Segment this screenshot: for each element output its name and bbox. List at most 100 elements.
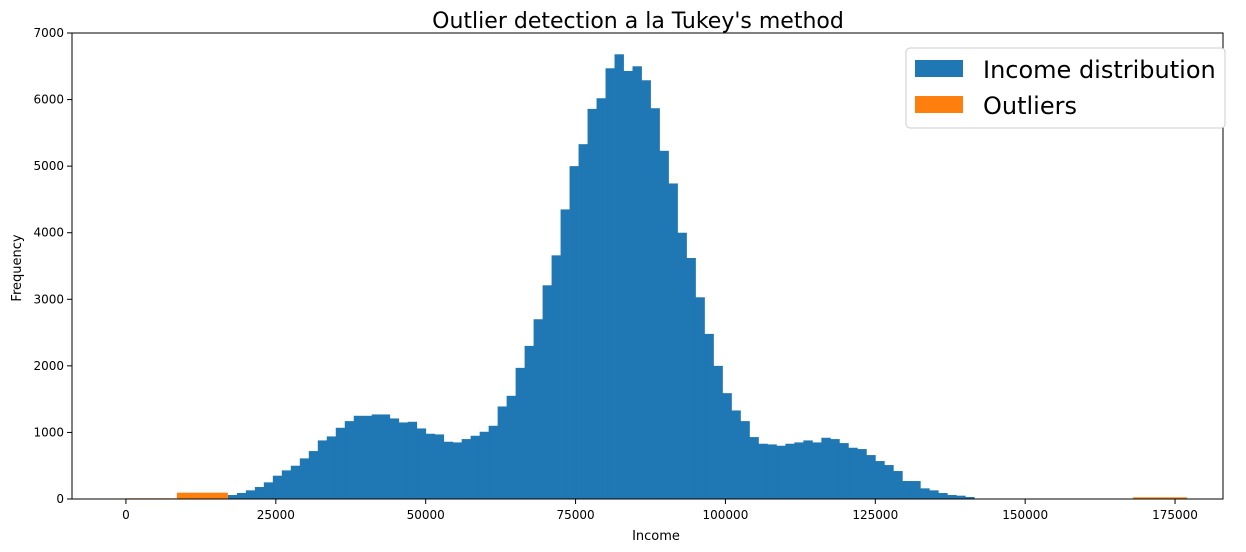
income-bar	[281, 470, 292, 499]
income-bar	[524, 345, 534, 499]
income-bar	[677, 232, 687, 499]
y-tick-label: 3000	[33, 292, 64, 306]
x-tick-label: 175000	[1152, 508, 1198, 522]
income-bar	[821, 437, 831, 499]
income-bar	[497, 406, 508, 499]
x-tick-label: 75000	[556, 508, 594, 522]
y-axis-ticks: 0 1000 2000 3000 4000 5000 6000 7000	[33, 26, 72, 506]
outlier-bar	[1133, 497, 1188, 499]
income-bar	[317, 440, 328, 499]
income-bar	[641, 80, 651, 499]
income-bar	[830, 439, 840, 499]
income-bar	[785, 443, 795, 499]
income-bar	[452, 442, 463, 499]
income-bar	[425, 433, 436, 499]
income-bar	[623, 70, 633, 500]
income-bar	[920, 488, 930, 499]
income-bar	[542, 285, 552, 499]
y-tick-label: 1000	[33, 425, 64, 439]
income-bar	[659, 150, 669, 499]
income-bar	[893, 471, 903, 499]
x-axis-label: Income	[632, 529, 680, 544]
income-bar	[569, 166, 579, 499]
y-axis-label: Frequency	[10, 234, 25, 301]
income-bar	[227, 495, 238, 499]
income-bar	[353, 415, 364, 499]
income-bar	[812, 442, 822, 499]
income-bar	[551, 255, 561, 499]
income-bar	[875, 461, 885, 499]
legend-swatch-outliers	[915, 96, 963, 113]
legend-label-outliers: Outliers	[983, 92, 1077, 120]
income-bar	[335, 427, 346, 499]
y-tick-label: 7000	[33, 26, 64, 40]
income-bar	[722, 393, 732, 499]
income-bar	[245, 490, 256, 499]
income-bar	[488, 425, 499, 499]
income-bar	[911, 481, 921, 499]
x-axis-ticks: 0 25000 50000 75000 100000 125000 150000 175000	[122, 499, 1198, 522]
chart-title: Outlier detection a la Tukey's method	[432, 9, 844, 34]
income-bar	[290, 465, 301, 499]
income-bar	[902, 481, 912, 499]
income-bar	[848, 447, 858, 499]
income-bar	[767, 444, 777, 499]
legend-swatch-income	[915, 60, 963, 77]
income-bar	[398, 422, 409, 499]
income-bar	[605, 68, 615, 499]
x-tick-label: 50000	[407, 508, 445, 522]
income-bar	[758, 443, 768, 499]
income-bar	[434, 434, 445, 499]
income-bar	[344, 421, 355, 499]
income-bar	[587, 108, 597, 500]
x-tick-label: 0	[122, 508, 130, 522]
income-bar	[632, 66, 642, 500]
income-bar	[668, 183, 678, 500]
income-bar	[362, 415, 373, 499]
income-bar	[713, 365, 723, 499]
income-bar	[560, 209, 570, 499]
income-bar	[506, 395, 517, 499]
income-bar	[686, 258, 696, 499]
income-bar	[749, 437, 759, 499]
income-distribution-bars	[227, 54, 975, 500]
income-bar	[704, 333, 714, 499]
income-bar	[857, 449, 867, 499]
y-tick-label: 2000	[33, 359, 64, 373]
outlier-bar	[176, 492, 228, 499]
income-bar	[731, 410, 741, 499]
income-bar	[272, 475, 283, 499]
income-bar	[776, 445, 786, 499]
income-bar	[254, 487, 265, 499]
income-bar	[416, 428, 427, 499]
income-bar	[515, 367, 526, 499]
income-bar	[956, 495, 966, 499]
income-bar	[695, 297, 705, 499]
income-bar	[650, 108, 660, 500]
income-bar	[596, 98, 606, 500]
income-bar	[407, 421, 418, 499]
y-tick-label: 5000	[33, 159, 64, 173]
income-bar	[803, 440, 813, 499]
income-bar	[443, 441, 454, 499]
y-tick-label: 4000	[33, 226, 64, 240]
income-bar	[794, 442, 804, 499]
income-bar	[380, 414, 391, 499]
income-bar	[929, 490, 939, 499]
x-tick-label: 100000	[703, 508, 749, 522]
y-tick-label: 6000	[33, 93, 64, 107]
income-bar	[884, 465, 894, 499]
income-bar	[740, 421, 750, 499]
income-bar	[866, 455, 876, 499]
income-bar	[236, 493, 247, 499]
income-bar	[965, 497, 975, 499]
x-tick-label: 25000	[257, 508, 295, 522]
income-bar	[371, 414, 382, 499]
y-tick-label: 0	[56, 492, 64, 506]
income-bar	[470, 435, 481, 499]
plot-frame	[71, 32, 1224, 500]
income-bar	[461, 439, 472, 499]
x-tick-label: 125000	[852, 508, 898, 522]
income-bar	[389, 418, 400, 499]
